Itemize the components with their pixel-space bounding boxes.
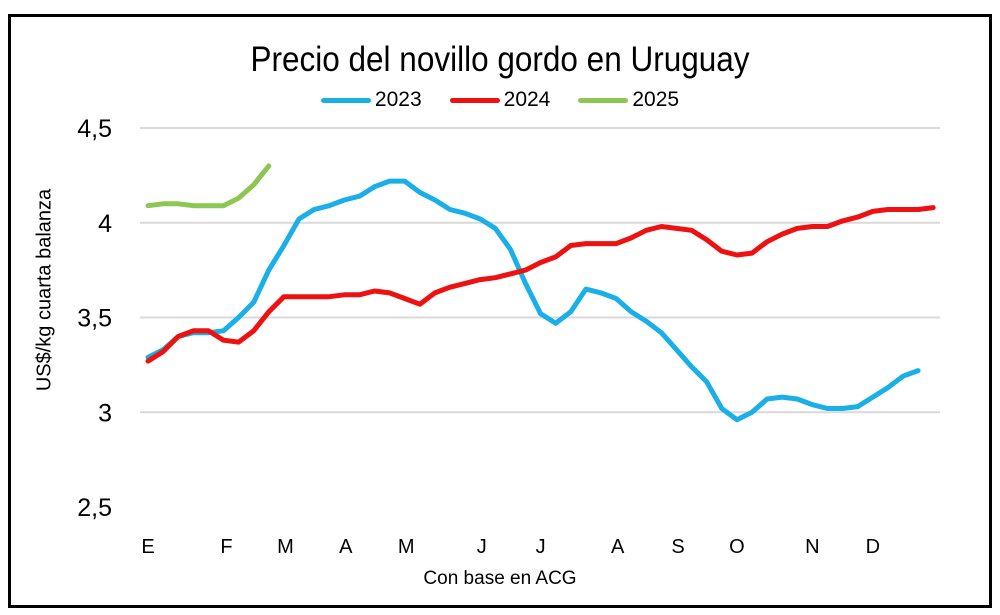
series-line-2024 (145, 205, 936, 364)
legend-label: 2024 (503, 88, 551, 111)
x-tick-label: J (536, 536, 546, 558)
x-tick-label: F (220, 536, 232, 558)
legend-item-2023: 2023 (320, 88, 422, 112)
legend-item-2024: 2024 (449, 88, 551, 112)
legend-swatch (578, 97, 629, 103)
y-tick-label: 3,5 (77, 305, 112, 333)
legend-label: 2025 (632, 88, 680, 111)
chart-frame (8, 14, 992, 608)
x-tick-label: O (729, 536, 745, 558)
series-line-2025 (145, 163, 272, 209)
y-tick-label: 4 (98, 210, 112, 238)
x-axis-label: Con base en ACG (423, 568, 577, 589)
chart-title: Precio del novillo gordo en Uruguay (250, 40, 750, 79)
x-tick-label: N (805, 536, 819, 558)
x-tick-label: D (866, 536, 880, 558)
legend-swatch (449, 97, 500, 103)
y-tick-label: 3 (98, 399, 112, 427)
x-tick-label: J (477, 536, 487, 558)
legend-item-2025: 2025 (578, 88, 679, 112)
x-tick-label: M (398, 536, 415, 558)
legend-label: 2023 (374, 88, 422, 111)
x-tick-label: S (671, 536, 684, 558)
legend-swatch (320, 97, 371, 103)
x-tick-label: M (277, 536, 294, 558)
x-tick-label: A (611, 536, 625, 558)
series-line-2023 (145, 178, 921, 423)
y-tick-label: 2,5 (77, 494, 112, 522)
x-tick-label: A (339, 536, 353, 558)
y-tick-label: 4,5 (77, 115, 112, 143)
legend: 2023 2024 2025 (0, 88, 1000, 112)
x-tick-label: E (141, 536, 154, 558)
